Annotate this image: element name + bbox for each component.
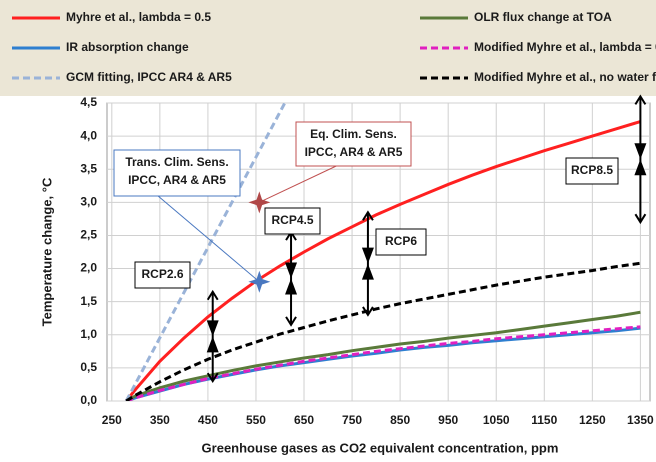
series-line	[125, 120, 641, 401]
legend-label: IR absorption change	[66, 40, 189, 54]
callout-text: IPCC, AR4 & AR5	[305, 145, 403, 159]
y-axis-label: Temperature change, °C	[39, 177, 54, 326]
x-tick-label: 250	[102, 413, 122, 427]
callout-pointer	[157, 195, 260, 283]
arrow-head	[362, 210, 374, 317]
rcp-label: RCP2.6	[141, 267, 183, 281]
rcp-label: RCP6	[385, 234, 417, 248]
series-line	[125, 310, 641, 401]
y-tick-label: 1,5	[80, 294, 97, 308]
x-tick-label: 350	[150, 413, 170, 427]
y-tick-label: 2,5	[80, 228, 97, 242]
rcp-label: RCP4.5	[271, 213, 313, 227]
x-tick-label: 1050	[483, 413, 510, 427]
callout-box	[295, 121, 412, 167]
x-tick-label: 550	[246, 413, 266, 427]
arrow-head	[634, 94, 647, 225]
callout-pointer	[259, 165, 337, 203]
series-line	[125, 325, 641, 401]
bow-tie	[361, 247, 374, 280]
legend-label: Modified Myhre et al., no water feedback	[474, 70, 656, 84]
x-tick-label: 1350	[627, 413, 654, 427]
bow-tie	[634, 143, 647, 176]
y-tick-label: 3,5	[80, 161, 97, 175]
series-line	[124, 103, 287, 401]
y-tick-label: 0,5	[80, 360, 97, 374]
rcp-box	[565, 157, 619, 185]
legend-label: OLR flux change at TOA	[474, 10, 612, 24]
series-line	[125, 261, 641, 401]
y-tick-label: 4,5	[80, 95, 97, 109]
y-tick-label: 2,0	[80, 261, 97, 275]
y-tick-label: 0,0	[80, 393, 97, 407]
rcp-box	[264, 207, 321, 235]
y-tick-label: 1,0	[80, 327, 97, 341]
legend-label: GCM fitting, IPCC AR4 & AR5	[66, 70, 232, 84]
callout-text: Eq. Clim. Sens.	[310, 127, 397, 141]
legend-label: Myhre et al., lambda = 0.5	[66, 10, 211, 24]
y-tick-label: 3,0	[80, 195, 97, 209]
x-tick-label: 1250	[579, 413, 606, 427]
callout-text: IPCC, AR4 & AR5	[128, 173, 226, 187]
x-tick-label: 650	[294, 413, 314, 427]
x-tick-label: 450	[198, 413, 218, 427]
y-tick-label: 4,0	[80, 128, 97, 142]
arrow-head	[206, 289, 219, 384]
callout-text: Trans. Clim. Sens.	[125, 155, 228, 169]
star-marker	[248, 270, 271, 293]
rcp-label: RCP8.5	[571, 163, 613, 177]
x-axis-label: Greenhouse gases as CO2 equivalent conce…	[202, 440, 559, 455]
x-tick-label: 1150	[531, 413, 557, 427]
star-marker	[248, 191, 271, 214]
rcp-box	[134, 261, 191, 289]
x-tick-label: 950	[438, 413, 458, 427]
rcp-box	[375, 228, 427, 256]
legend-background	[0, 0, 656, 96]
legend-label: Modified Myhre et al., lambda = 0.268	[474, 40, 656, 54]
bow-tie	[285, 262, 298, 295]
x-tick-label: 850	[390, 413, 410, 427]
series-line	[125, 326, 641, 401]
x-tick-label: 750	[342, 413, 362, 427]
bow-tie	[206, 320, 219, 353]
callout-box	[113, 149, 241, 197]
